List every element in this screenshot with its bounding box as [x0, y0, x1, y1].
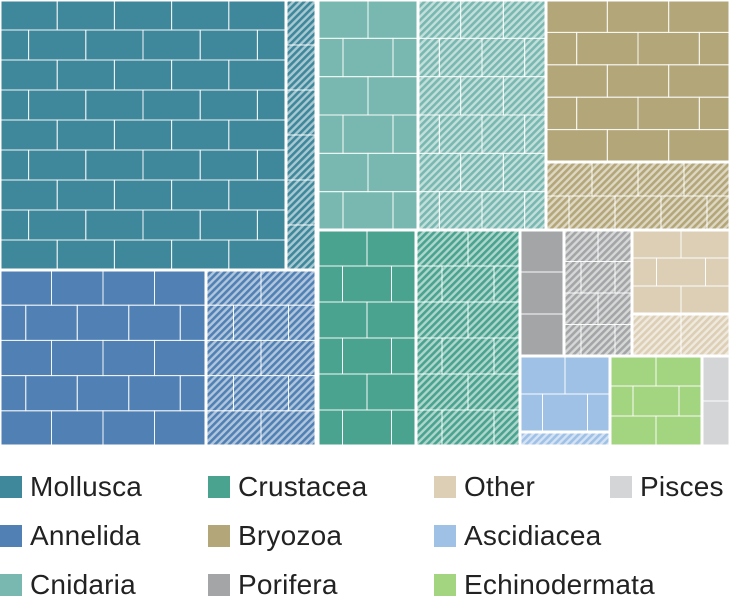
legend-swatch	[208, 525, 230, 547]
mark-porifera-solid	[520, 230, 564, 356]
mark-bryozoa-solid	[546, 0, 730, 162]
block-ascidiacea-hatched	[518, 430, 612, 446]
legend-item-pisces: Pisces	[610, 470, 724, 504]
block-cnidaria-solid	[316, 0, 420, 232]
legend-label: Pisces	[640, 471, 724, 502]
legend-item-cnidaria: Cnidaria	[0, 568, 136, 602]
block-crustacea-hatched	[414, 228, 522, 446]
block-porifera-hatched	[562, 228, 634, 358]
legend-item-other: Other	[434, 470, 535, 504]
block-pisces-solid	[700, 354, 730, 446]
block-other-hatched	[630, 312, 730, 358]
block-border-annelida	[204, 268, 318, 446]
legend-swatch	[0, 574, 22, 596]
legend-label: Annelida	[30, 520, 141, 551]
legend-item-bryozoa: Bryozoa	[208, 519, 342, 553]
legend-label: Crustacea	[238, 471, 368, 502]
block-bryozoa-solid	[544, 0, 730, 164]
legend-swatch	[0, 525, 22, 547]
legend-swatch	[610, 476, 632, 498]
legend-item-crustacea: Crustacea	[208, 470, 367, 504]
legend-label: Other	[464, 471, 536, 502]
legend-label: Mollusca	[30, 471, 143, 502]
legend-swatch	[0, 476, 22, 498]
block-border-pisces	[700, 354, 730, 446]
block-cnidaria-hatched	[416, 0, 548, 232]
block-crustacea-solid	[316, 228, 418, 446]
block-mollusca-solid	[0, 0, 288, 272]
legend-swatch	[434, 574, 456, 596]
legend-label: Cnidaria	[30, 569, 136, 600]
mark-ascidiacea-hatched	[520, 432, 610, 446]
block-annelida-solid	[0, 268, 208, 446]
legend-item-ascidiacea: Ascidiacea	[434, 519, 601, 553]
legend: Mollusca Crustacea Other Pisces Annelida Bryo…	[0, 462, 730, 602]
legend-item-echinodermata: Echinodermata	[434, 568, 655, 602]
legend-label: Echinodermata	[464, 569, 655, 600]
legend-label: Ascidiacea	[464, 520, 602, 551]
block-porifera-solid	[518, 228, 566, 358]
legend-label: Bryozoa	[238, 520, 343, 551]
block-echinodermata-solid	[608, 354, 704, 446]
legend-swatch	[208, 476, 230, 498]
legend-swatch	[434, 476, 456, 498]
treemap-chart	[0, 0, 730, 446]
legend-swatch	[208, 574, 230, 596]
legend-label: Porifera	[238, 569, 338, 600]
block-other-solid	[630, 228, 730, 316]
legend-swatch	[434, 525, 456, 547]
legend-item-annelida: Annelida	[0, 519, 141, 553]
block-annelida-hatched	[204, 268, 318, 446]
block-ascidiacea-solid	[518, 354, 612, 434]
block-mollusca-hatched	[284, 0, 318, 272]
legend-item-porifera: Porifera	[208, 568, 338, 602]
block-bryozoa-hatched	[544, 160, 730, 232]
legend-item-mollusca: Mollusca	[0, 470, 142, 504]
